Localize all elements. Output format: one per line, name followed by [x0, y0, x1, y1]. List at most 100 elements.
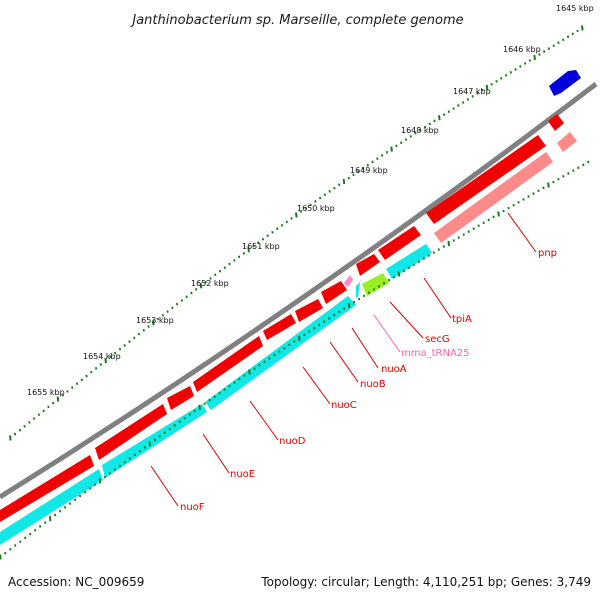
- inner-tick-mark: [562, 175, 565, 178]
- outer-tick-mark: [137, 332, 141, 336]
- inner-tick-mark: [223, 388, 226, 391]
- inner-tick-mark: [98, 478, 102, 484]
- inner-tick-mark: [497, 211, 500, 217]
- outer-tick-mark: [75, 382, 79, 386]
- outer-tick-mark: [218, 269, 222, 273]
- inner-tick-mark: [297, 335, 301, 341]
- inner-tick-mark: [417, 260, 421, 263]
- inner-tick-mark: [547, 182, 550, 188]
- outer-tick-mark: [428, 122, 431, 126]
- outer-tick-mark: [123, 344, 126, 347]
- outer-tick-mark: [538, 53, 541, 56]
- inner-tick-mark: [522, 198, 525, 201]
- inner-tick-mark: [577, 166, 580, 170]
- outer-tick-mark: [94, 366, 98, 370]
- gene-labels: pnp tpiA secG mma_tRNA25 nuoA nuoB nuoC …: [180, 248, 557, 513]
- inner-tick-mark: [0, 554, 2, 560]
- inner-tick-mark: [572, 169, 575, 172]
- outer-tick-mark: [457, 104, 460, 107]
- inner-tick-mark: [407, 266, 411, 270]
- gene-label-nuoB: nuoB: [360, 379, 386, 390]
- outer-tick-mark: [118, 347, 122, 351]
- outer-tick-mark: [66, 390, 69, 393]
- inner-tick-mark: [552, 180, 555, 184]
- outer-tick-mark: [571, 32, 574, 36]
- inner-tick-mark: [537, 189, 540, 193]
- outer-tick-mark: [113, 351, 117, 355]
- outer-tick-mark: [528, 59, 532, 62]
- outer-tick-mark: [419, 128, 422, 132]
- inner-tick-mark: [557, 177, 560, 181]
- outer-tick-mark: [223, 266, 226, 269]
- outer-tick-mark: [433, 119, 436, 123]
- outer-tick-mark: [481, 89, 484, 92]
- outer-tick-mark: [152, 320, 155, 326]
- inner-tick-mark: [238, 377, 241, 381]
- cds-segment: [95, 404, 167, 460]
- outer-tick-mark: [404, 138, 408, 141]
- inner-tick-mark: [263, 360, 266, 364]
- outer-tick-mark: [175, 302, 179, 306]
- outer-tick-mark: [290, 217, 293, 220]
- inner-tick-mark: [9, 548, 12, 551]
- callout-pnp: [507, 212, 537, 253]
- inner-tick-mark: [452, 239, 455, 242]
- inner-tick-mark: [34, 528, 37, 532]
- inner-tick-mark: [342, 307, 346, 310]
- outer-tick-mark: [42, 409, 45, 413]
- inner-tick-mark: [352, 300, 356, 304]
- gene-label-nuoF: nuoF: [180, 502, 205, 513]
- outer-tick-mark: [271, 230, 274, 234]
- cds-segment: [0, 455, 94, 522]
- callout-nuoB: [329, 341, 359, 383]
- outer-tick-mark: [128, 340, 131, 343]
- outer-tick-mark: [338, 183, 341, 187]
- inner-tick-mark: [472, 227, 475, 230]
- outer-tick-mark: [447, 110, 451, 113]
- inner-tick-mark: [14, 544, 17, 547]
- inner-tick-mark: [108, 472, 112, 475]
- outer-tick-mark: [185, 295, 188, 299]
- inner-tick-mark: [457, 236, 460, 239]
- outer-tick-mark: [509, 71, 512, 74]
- inner-tick-track: [0, 160, 590, 560]
- cds-segment: [263, 314, 296, 340]
- inner-tick-mark: [507, 206, 510, 210]
- outer-tick-mark: [195, 288, 198, 291]
- inner-tick-mark: [48, 516, 52, 522]
- outer-tick-mark: [380, 154, 384, 157]
- inner-tick-mark: [213, 395, 216, 399]
- outer-tick-mark: [204, 280, 207, 284]
- inner-tick-mark: [313, 326, 316, 330]
- inner-tick-mark: [437, 248, 440, 251]
- outer-tick-mark: [399, 141, 403, 145]
- gene-label-nuoC: nuoC: [331, 400, 357, 411]
- inner-tick-mark: [203, 402, 206, 406]
- inner-tick-mark: [283, 346, 286, 350]
- outer-tick-mark: [495, 79, 498, 83]
- gene-label-nuoA: nuoA: [381, 364, 407, 375]
- genome-backbone: [0, 82, 598, 500]
- outer-tick-mark: [547, 47, 551, 50]
- outer-tick-mark: [514, 68, 517, 71]
- outer-tick-mark: [333, 186, 336, 190]
- outer-tick-mark: [361, 167, 365, 170]
- outer-tick-mark: [318, 196, 322, 200]
- inner-tick-mark: [318, 323, 321, 327]
- tick-label-1645: 1645 kbp: [556, 4, 594, 13]
- outer-tick-mark: [376, 157, 379, 161]
- inner-tick-mark: [53, 513, 57, 517]
- tick-label-1650: 1650 kbp: [297, 204, 335, 213]
- tick-label-1654: 1654 kbp: [83, 352, 121, 361]
- outer-tick-mark: [252, 244, 255, 248]
- outer-tick-mark: [161, 313, 165, 317]
- inner-tick-mark: [133, 453, 137, 457]
- tick-label-1651: 1651 kbp: [242, 242, 280, 251]
- inner-tick-mark: [427, 254, 431, 257]
- inner-tick-mark: [73, 498, 77, 502]
- cyan-segment: [0, 469, 103, 545]
- inner-tick-mark: [138, 449, 141, 453]
- inner-tick-mark: [487, 218, 490, 222]
- outer-tick-mark: [366, 163, 369, 167]
